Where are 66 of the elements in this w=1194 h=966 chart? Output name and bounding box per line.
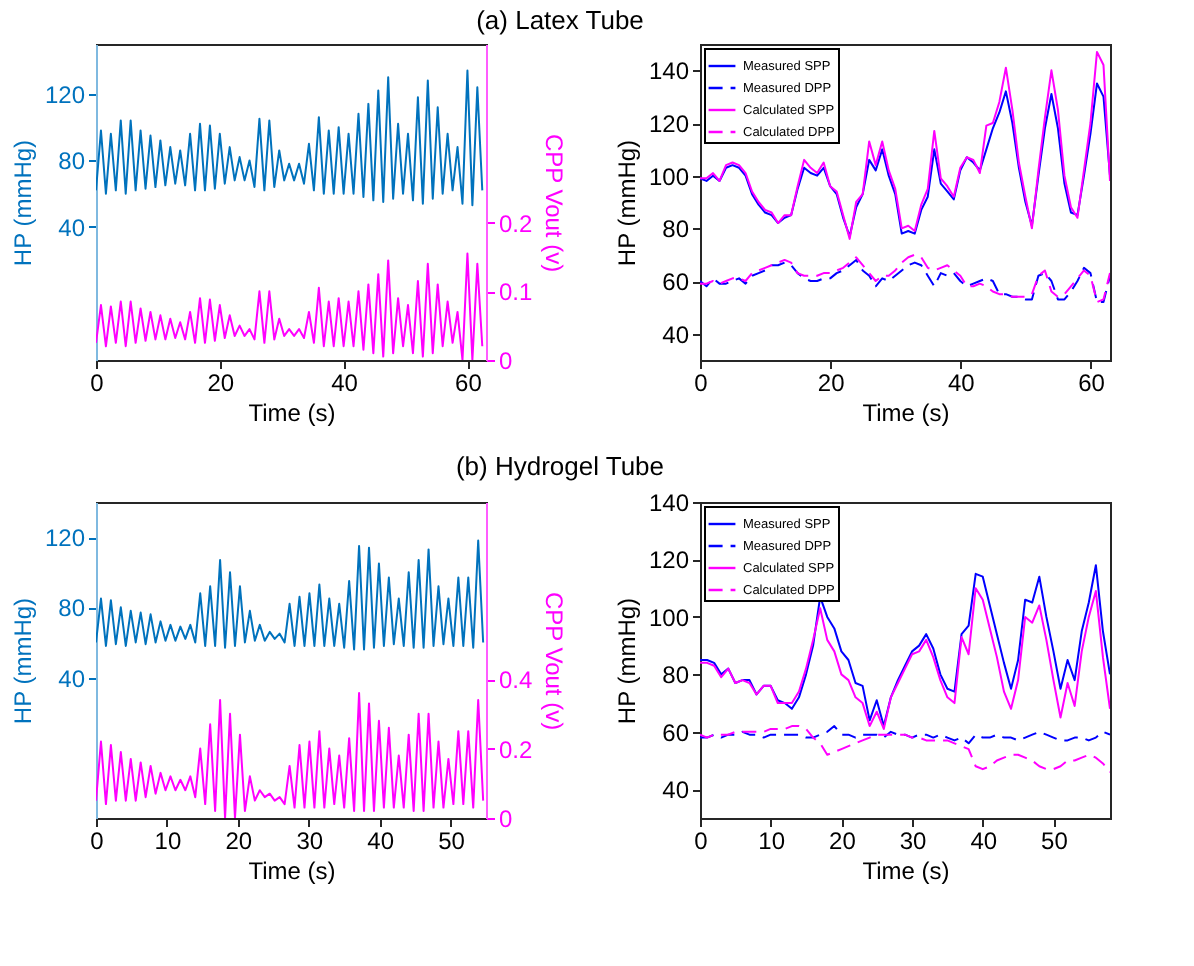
y-tick-label: 40 bbox=[662, 320, 690, 349]
y-axis-title: HP (mmHg) bbox=[612, 597, 641, 725]
y-tick-label: 60 bbox=[662, 268, 690, 296]
y2-tick-label: 0.1 bbox=[499, 278, 534, 307]
x-tick-label: 40 bbox=[947, 369, 976, 397]
line-series bbox=[96, 539, 485, 651]
x-tick-label: 10 bbox=[154, 827, 182, 855]
y-tick-label: 60 bbox=[662, 718, 690, 747]
y-tick-label: 80 bbox=[58, 147, 86, 176]
y-tick-label: 80 bbox=[662, 215, 690, 244]
y-tick-label: 140 bbox=[648, 489, 690, 517]
y-axis-title: HP (mmHg) bbox=[8, 597, 37, 725]
x-tick-label: 60 bbox=[1078, 369, 1106, 397]
x-tick-label: 0 bbox=[694, 827, 709, 855]
x-tick-label: 50 bbox=[1041, 827, 1069, 855]
line-series bbox=[700, 82, 1110, 238]
y2-tick-label: 0 bbox=[499, 805, 513, 833]
x-tick-label: 20 bbox=[817, 369, 846, 397]
y-tick-label: 120 bbox=[648, 546, 690, 575]
line-series bbox=[96, 252, 484, 360]
y-tick-label: 100 bbox=[648, 162, 690, 191]
y-tick-label: 40 bbox=[58, 213, 86, 242]
y-tick-label: 120 bbox=[648, 110, 690, 138]
x-tick-label: 30 bbox=[296, 827, 324, 855]
y-tick-label: 120 bbox=[44, 524, 86, 553]
x-tick-label: 0 bbox=[694, 369, 709, 397]
x-axis-title: Time (s) bbox=[862, 399, 950, 427]
line-series bbox=[96, 691, 485, 818]
x-tick-label: 0 bbox=[90, 369, 105, 397]
text: (a) Latex Tube bbox=[476, 5, 644, 35]
text: (b) Hydrogel Tube bbox=[455, 451, 665, 481]
y-tick-label: 40 bbox=[662, 776, 690, 805]
line-series bbox=[700, 50, 1110, 240]
y-tick-label: 120 bbox=[44, 80, 86, 109]
x-tick-label: 40 bbox=[367, 827, 395, 855]
y2-tick-label: 0.4 bbox=[499, 666, 534, 695]
y-tick-label: 80 bbox=[662, 661, 690, 690]
y-tick-label: 80 bbox=[58, 594, 86, 623]
x-axis-title: Time (s) bbox=[862, 857, 950, 885]
y2-axis-title: CPP Vout (v) bbox=[540, 591, 569, 731]
x-tick-label: 10 bbox=[758, 827, 786, 855]
y-axis-title: HP (mmHg) bbox=[8, 139, 37, 267]
y2-tick-label: 0 bbox=[499, 347, 513, 375]
x-tick-label: 50 bbox=[438, 827, 466, 855]
x-tick-label: 20 bbox=[829, 827, 857, 855]
y-axis-title: HP (mmHg) bbox=[612, 139, 641, 267]
x-tick-label: 30 bbox=[899, 827, 928, 855]
line-series bbox=[700, 587, 1110, 730]
y2-tick-label: 0.2 bbox=[499, 209, 534, 238]
line-series bbox=[96, 69, 484, 207]
x-tick-label: 20 bbox=[225, 827, 253, 855]
y2-tick-label: 0.2 bbox=[499, 735, 534, 764]
y-tick-label: 100 bbox=[648, 603, 690, 632]
y-tick-label: 140 bbox=[648, 57, 690, 86]
line-series bbox=[700, 564, 1110, 728]
x-tick-label: 40 bbox=[331, 369, 359, 397]
x-tick-label: 40 bbox=[970, 827, 998, 855]
y-tick-label: 40 bbox=[58, 664, 86, 693]
x-axis-title: Time (s) bbox=[248, 857, 336, 885]
x-tick-label: 20 bbox=[207, 369, 235, 397]
y2-axis-title: CPP Vout (v) bbox=[540, 133, 569, 273]
x-tick-label: 60 bbox=[455, 369, 483, 397]
line-series bbox=[700, 725, 1110, 774]
x-axis-title: Time (s) bbox=[248, 399, 336, 427]
line-series bbox=[700, 725, 1110, 745]
x-tick-label: 0 bbox=[90, 827, 105, 855]
